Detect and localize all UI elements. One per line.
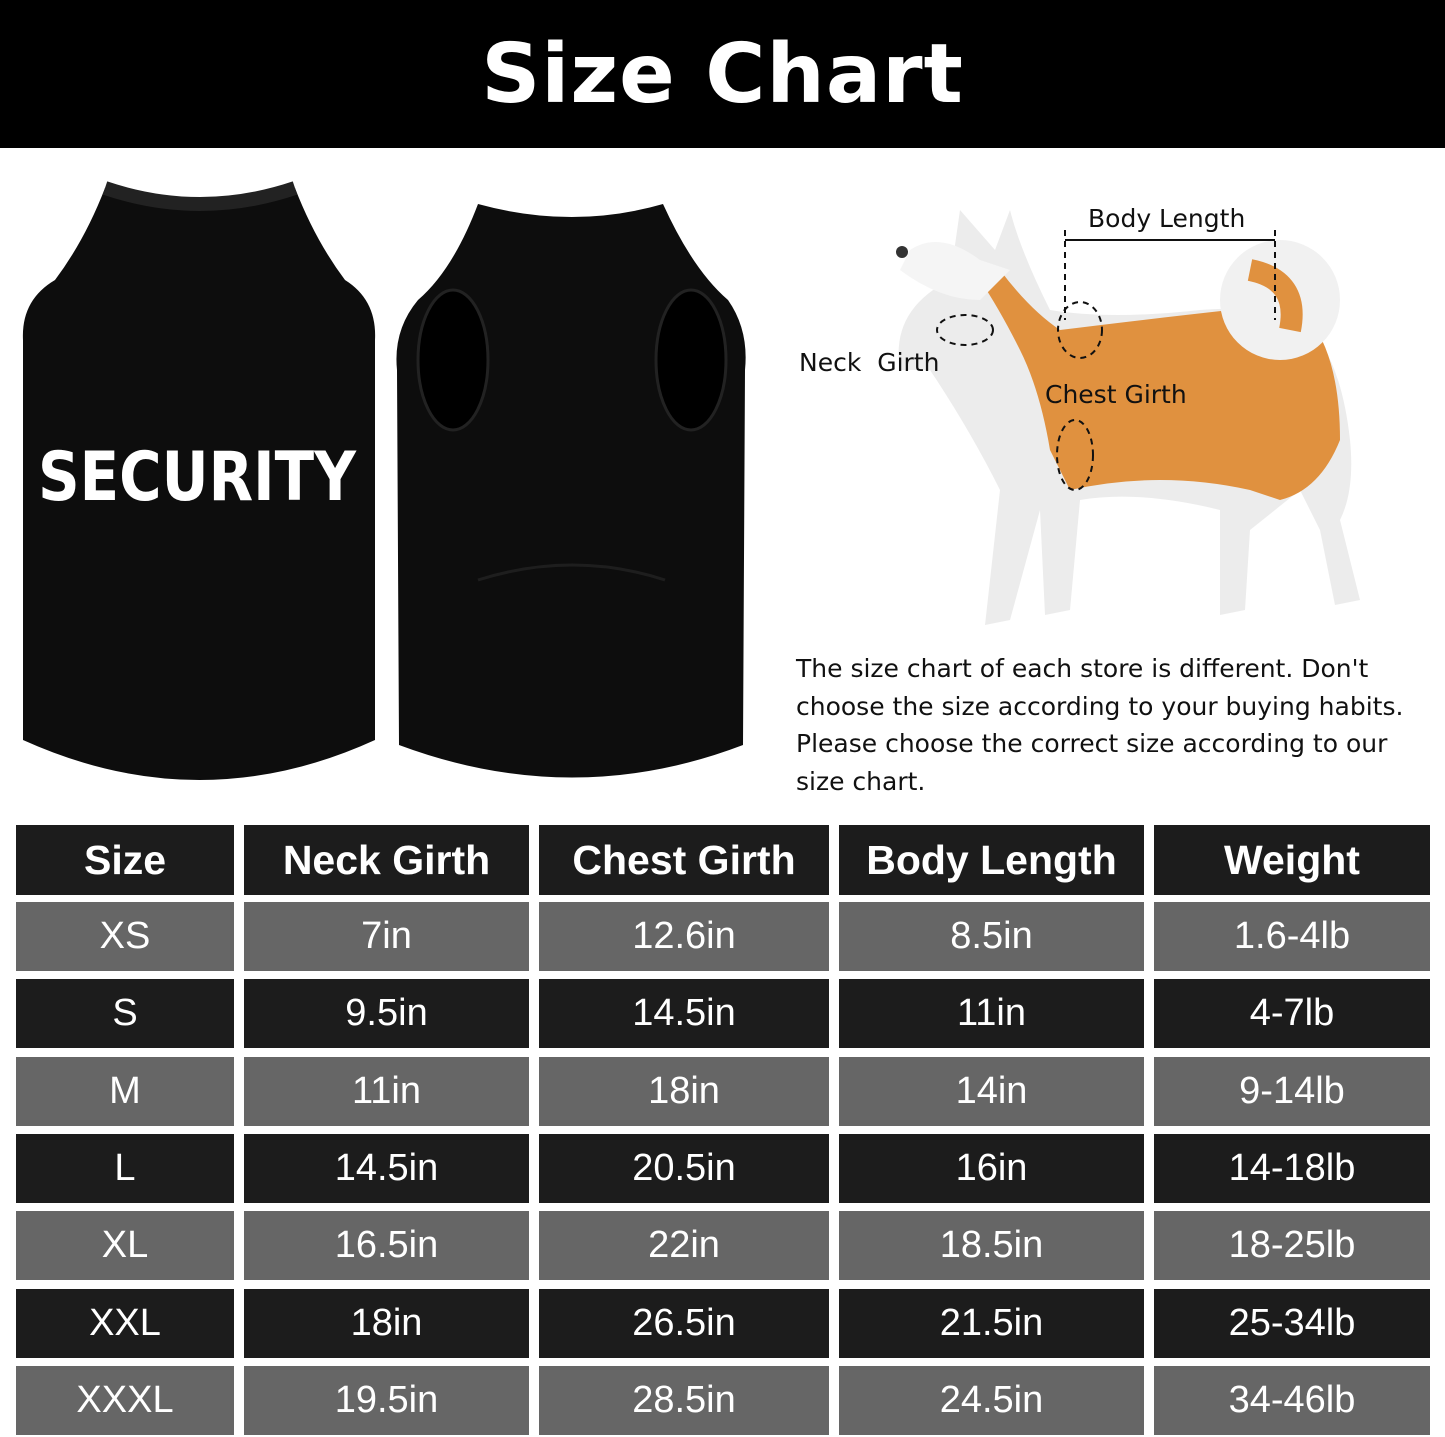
shirt-front-image: SECURITY xyxy=(22,181,376,780)
size-note: The size chart of each store is differen… xyxy=(796,654,1404,796)
body-length-label: Body Length xyxy=(1088,204,1246,233)
table-cell: S xyxy=(16,979,234,1048)
table-cell: 14.5in xyxy=(244,1134,529,1203)
table-cell: 18-25lb xyxy=(1154,1211,1430,1280)
neck-girth-label: Neck Girth xyxy=(799,348,940,377)
table-cell: 11in xyxy=(244,1057,529,1126)
table-cell: XL xyxy=(16,1211,234,1280)
table-cell: 9-14lb xyxy=(1154,1057,1430,1126)
table-cell: 1.6-4lb xyxy=(1154,902,1430,971)
table-header-cell: Chest Girth xyxy=(539,825,829,895)
table-header-cell: Size xyxy=(16,825,234,895)
table-cell: L xyxy=(16,1134,234,1203)
table-cell: 26.5in xyxy=(539,1289,829,1358)
table-cell: 22in xyxy=(539,1211,829,1280)
table-cell: XXXL xyxy=(16,1366,234,1435)
table-cell: 16.5in xyxy=(244,1211,529,1280)
table-cell: 11in xyxy=(839,979,1144,1048)
table-cell: 4-7lb xyxy=(1154,979,1430,1048)
title-banner: Size Chart xyxy=(0,0,1445,148)
table-cell: 28.5in xyxy=(539,1366,829,1435)
table-header-cell: Weight xyxy=(1154,825,1430,895)
shirt-back-image xyxy=(396,204,746,778)
page-title: Size Chart xyxy=(481,26,964,122)
table-cell: 7in xyxy=(244,902,529,971)
table-cell: 34-46lb xyxy=(1154,1366,1430,1435)
table-cell: XS xyxy=(16,902,234,971)
table-cell: 14in xyxy=(839,1057,1144,1126)
table-cell: 25-34lb xyxy=(1154,1289,1430,1358)
shirt-print-text: SECURITY xyxy=(38,438,357,517)
table-cell: 21.5in xyxy=(839,1289,1144,1358)
table-cell: 8.5in xyxy=(839,902,1144,971)
table-cell: 14.5in xyxy=(539,979,829,1048)
table-cell: 18in xyxy=(539,1057,829,1126)
chest-girth-label: Chest Girth xyxy=(1045,380,1187,409)
table-cell: 20.5in xyxy=(539,1134,829,1203)
table-cell: 18in xyxy=(244,1289,529,1358)
table-cell: 24.5in xyxy=(839,1366,1144,1435)
table-cell: 19.5in xyxy=(244,1366,529,1435)
dog-measurement-diagram xyxy=(896,210,1360,625)
table-header-cell: Neck Girth xyxy=(244,825,529,895)
table-header-cell: Body Length xyxy=(839,825,1144,895)
table-cell: 18.5in xyxy=(839,1211,1144,1280)
table-cell: 16in xyxy=(839,1134,1144,1203)
table-cell: 14-18lb xyxy=(1154,1134,1430,1203)
table-cell: M xyxy=(16,1057,234,1126)
table-cell: 12.6in xyxy=(539,902,829,971)
table-cell: 9.5in xyxy=(244,979,529,1048)
table-cell: XXL xyxy=(16,1289,234,1358)
